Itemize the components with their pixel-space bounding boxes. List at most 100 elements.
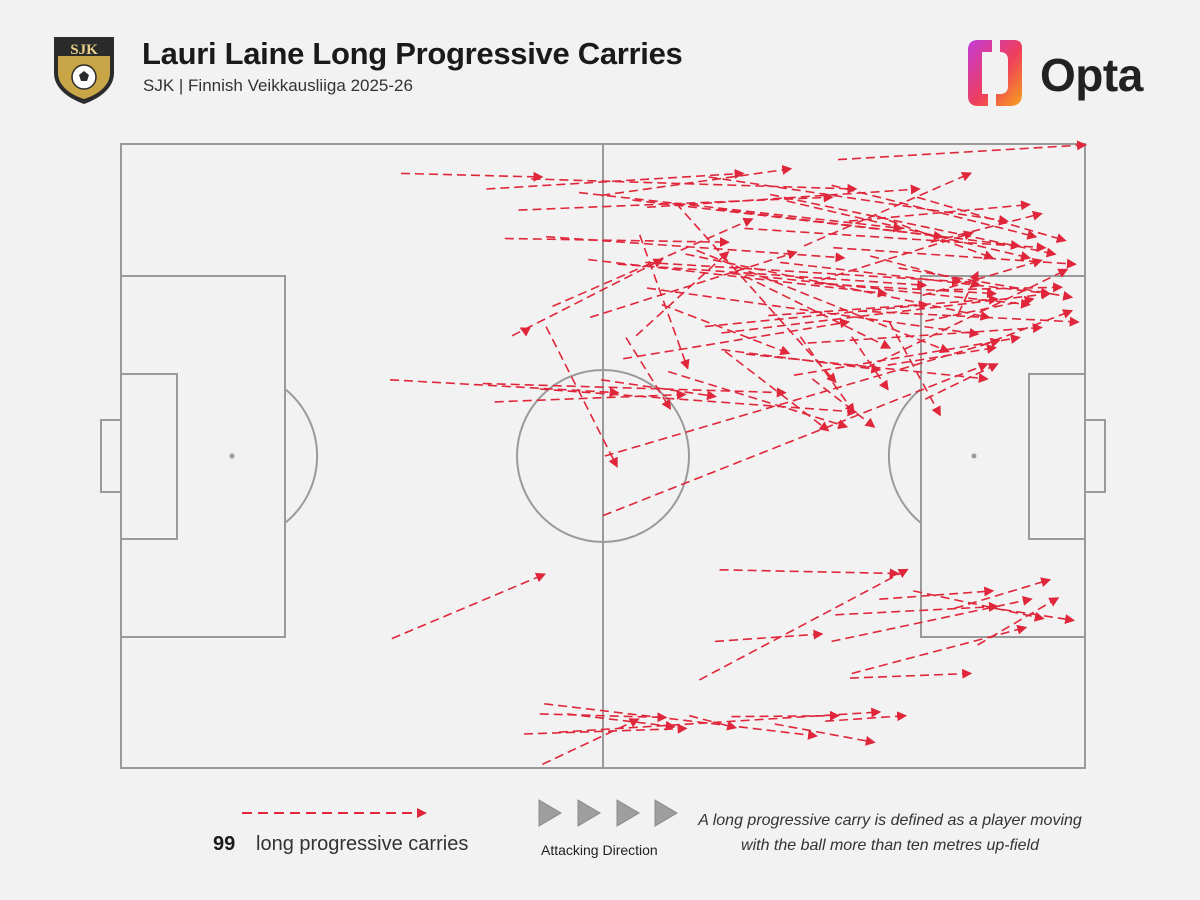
carry-arrow-88: [851, 624, 1028, 675]
carry-arrow-43: [552, 217, 754, 308]
carry-arrow-73: [604, 337, 1001, 457]
carry-arrow-44: [511, 258, 664, 337]
carry-arrow-58: [980, 309, 1074, 347]
carry-arrow-12: [786, 200, 1031, 261]
carry-arrow-67: [724, 350, 830, 432]
carry-arrow-57: [887, 344, 997, 366]
carry-arrow-82: [835, 601, 999, 616]
right-six-yard-box: [1028, 373, 1086, 540]
carry-arrow-21: [504, 237, 730, 248]
carry-arrow-3: [531, 178, 858, 194]
carry-arrow-59: [939, 282, 1064, 293]
carry-arrow-24: [617, 263, 928, 290]
carry-arrow-78: [719, 568, 900, 579]
carry-arrow-70: [888, 321, 941, 417]
carry-arrow-66: [667, 370, 849, 430]
opta-brand-text: Opta: [1040, 49, 1143, 101]
page-subtitle: SJK | Finnish Veikkausliiga 2025-26: [143, 76, 413, 95]
carry-arrow-69: [811, 378, 876, 428]
pitch-markings: [100, 143, 1106, 769]
carry-arrow-68: [799, 336, 855, 414]
carry-arrow-32: [768, 294, 999, 317]
carry-arrow-42: [638, 234, 690, 370]
right-goal: [1084, 419, 1106, 493]
carry-arrow-86: [913, 590, 1045, 622]
carry-arrow-72: [851, 336, 889, 391]
carry-arrow-54: [869, 255, 982, 289]
carry-definition: A long progressive carry is defined as a…: [698, 812, 1082, 854]
centre-circle: [516, 369, 690, 543]
carry-arrow-80: [714, 629, 824, 643]
left-penalty-arc: [284, 388, 319, 524]
carry-arrow-15: [803, 172, 973, 247]
left-penalty-spot: [229, 453, 235, 459]
carry-arrow-63: [539, 388, 858, 417]
carry-arrow-99: [542, 718, 640, 766]
direction-triangle-1: [538, 799, 562, 827]
carry-arrow-38: [746, 353, 989, 384]
opta-logo-icon: [968, 38, 1022, 108]
carry-count: 99: [213, 833, 236, 855]
carry-arrow-55: [957, 270, 979, 315]
carry-arrow-13: [848, 200, 1031, 222]
left-penalty-box: [120, 275, 286, 638]
carry-arrow-41: [674, 202, 837, 384]
attacking-direction-icon: [538, 799, 678, 827]
carry-arrow-76: [494, 389, 687, 403]
carry-arrow-47: [623, 318, 851, 360]
carry-arrow-20: [601, 164, 793, 197]
attacking-direction-label: Attacking Direction: [541, 842, 658, 858]
carry-arrow-74: [602, 362, 989, 517]
carry-count-label: long progressive carries: [256, 833, 469, 855]
carry-arrow-56: [925, 295, 1035, 322]
direction-triangle-3: [616, 799, 640, 827]
carry-arrow-10: [647, 184, 921, 209]
right-penalty-spot: [971, 453, 977, 459]
left-six-yard-box: [120, 373, 178, 540]
carry-arrow-96: [774, 723, 876, 746]
carry-arrow-5: [579, 191, 904, 233]
carry-arrow-75: [601, 379, 717, 401]
page-title: Lauri Laine Long Progressive Carries: [142, 36, 683, 71]
carry-arrow-2: [486, 168, 745, 190]
carry-arrow-90: [539, 712, 668, 723]
carry-arrow-94: [567, 713, 676, 731]
carry-arrow-14: [744, 227, 1047, 253]
carry-arrow-46: [635, 250, 730, 337]
carry-arrow-92: [558, 707, 882, 733]
carry-arrow-27: [731, 272, 1031, 309]
club-crest-icon: SJK: [54, 37, 114, 104]
carry-arrow-51: [821, 230, 975, 281]
carry-arrow-4: [518, 192, 834, 211]
carry-arrow-19: [930, 210, 1043, 243]
carry-arrow-37: [807, 323, 1043, 344]
carry-arrow-18: [875, 214, 995, 260]
carry-arrow-62: [482, 382, 787, 398]
carry-arrow-81: [831, 595, 1033, 643]
carry-arrow-8: [769, 193, 1057, 258]
carry-arrow-36: [721, 289, 1052, 334]
carry-arrow-95: [689, 714, 738, 731]
carry-arrow-97: [523, 723, 688, 735]
carry-arrow-33: [704, 300, 930, 328]
carry-arrow-22: [546, 235, 846, 263]
carry-arrow-9: [837, 140, 1087, 161]
left-goal: [100, 419, 122, 493]
direction-triangle-2: [577, 799, 601, 827]
carry-arrow-85: [954, 577, 1052, 610]
carry-arrow-98: [825, 711, 908, 722]
carry-arrow-17: [916, 196, 1067, 243]
carry-arrow-39: [793, 333, 1021, 376]
carry-arrow-48: [721, 348, 882, 374]
carry-arrow-93: [544, 703, 818, 740]
carry-arrow-79: [699, 568, 909, 681]
crest-text: SJK: [70, 42, 98, 58]
carry-arrow-65: [625, 337, 672, 410]
carries-layer: [389, 140, 1087, 766]
carry-arrow-34: [646, 287, 980, 338]
carry-arrow-89: [849, 668, 973, 679]
carry-arrow-50: [744, 275, 892, 349]
carry-arrow-77: [391, 572, 547, 640]
carry-arrow-53: [814, 282, 997, 299]
carry-arrow-45: [589, 249, 798, 319]
